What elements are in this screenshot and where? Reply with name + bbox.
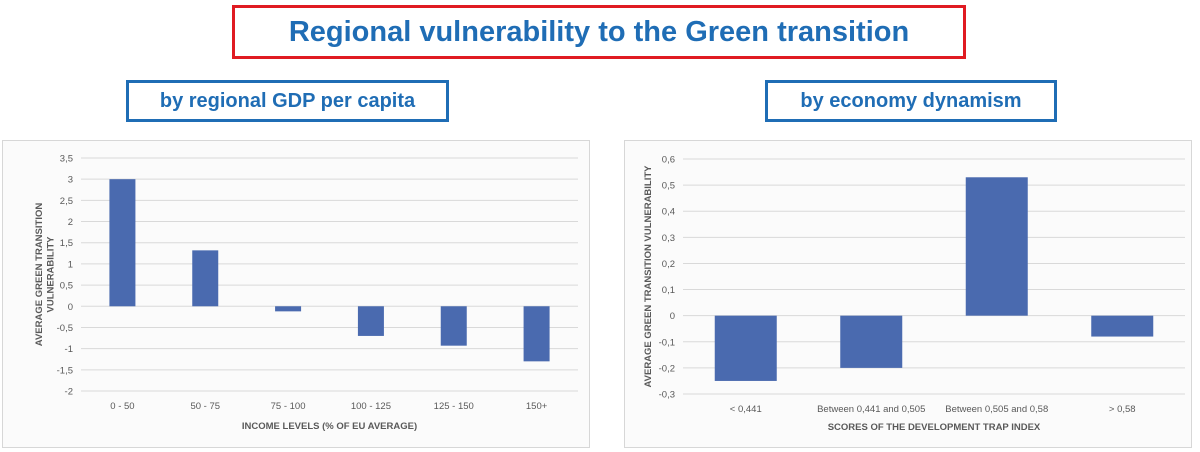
- y-tick-label: 0,5: [60, 281, 73, 292]
- bar: [357, 306, 384, 336]
- y-tick-label: -2: [65, 387, 73, 398]
- x-tick-label: Between 0,441 and 0,505: [817, 404, 925, 415]
- x-tick-label: 75 - 100: [271, 401, 306, 412]
- y-tick-label: 0,1: [662, 285, 675, 296]
- subtitle-gdp: by regional GDP per capita: [126, 80, 449, 122]
- y-tick-label: -1,5: [57, 365, 73, 376]
- x-tick-label: 150+: [526, 401, 548, 412]
- x-tick-label: Between 0,505 and 0,58: [945, 404, 1048, 415]
- y-tick-label: 0,5: [662, 181, 675, 192]
- bar: [275, 306, 302, 312]
- bar: [523, 306, 550, 362]
- x-tick-label: 50 - 75: [190, 401, 220, 412]
- y-tick-label: -0,2: [659, 363, 675, 374]
- x-tick-label: < 0,441: [730, 404, 762, 415]
- x-tick-label: > 0,58: [1109, 404, 1136, 415]
- y-tick-label: -1: [65, 344, 73, 355]
- y-tick-label: 0: [68, 302, 73, 313]
- y-tick-label: 1: [68, 259, 73, 270]
- y-tick-label: 0,2: [662, 259, 675, 270]
- x-tick-label: 100 - 125: [351, 401, 391, 412]
- bar: [840, 315, 903, 368]
- y-tick-label: 0,6: [662, 155, 675, 166]
- x-tick-label: 125 - 150: [434, 401, 474, 412]
- x-axis-title: INCOME LEVELS (% OF EU AVERAGE): [242, 421, 417, 432]
- y-tick-label: 3,5: [60, 154, 73, 165]
- chart-gdp: -2 -1,5 -1 -0,5 0 0,5 1 1,5 2 2,5 3 3,5 0 - 50 50 - 7…: [34, 154, 578, 432]
- y-tick-label: -0,5: [57, 323, 73, 334]
- bar: [192, 250, 219, 307]
- x-axis-title: SCORES OF THE DEVELOPMENT TRAP INDEX: [828, 422, 1041, 433]
- bar: [1091, 315, 1154, 337]
- y-tick-label: 0,4: [662, 207, 675, 218]
- y-axis-title: AVERAGE GREEN TRANSITION VULNERABILITY: [643, 165, 654, 388]
- y-tick-label: -0,3: [659, 390, 675, 401]
- main-title: Regional vulnerability to the Green tran…: [232, 5, 966, 59]
- y-tick-label: 0: [670, 311, 675, 322]
- y-axis-title: AVERAGE GREEN TRANSITIONVULNERABILITY: [34, 203, 56, 347]
- bar: [714, 315, 777, 381]
- chart-panel-gdp: -2 -1,5 -1 -0,5 0 0,5 1 1,5 2 2,5 3 3,5 0 - 50 50 - 7…: [2, 140, 590, 448]
- x-tick-label: 0 - 50: [110, 401, 134, 412]
- bar: [109, 179, 136, 307]
- chart-dynamism: -0,3 -0,2 -0,1 0 0,1 0,2 0,3 0,4 0,5 0,6 < 0,441 Be…: [643, 155, 1185, 433]
- y-tick-label: 0,3: [662, 233, 675, 244]
- y-tick-label: 3: [68, 175, 73, 186]
- subtitle-dynamism: by economy dynamism: [765, 80, 1057, 122]
- bar: [965, 177, 1028, 316]
- y-tick-label: 2,5: [60, 196, 73, 207]
- y-tick-label: -0,1: [659, 337, 675, 348]
- y-tick-label: 1,5: [60, 238, 73, 249]
- bar: [440, 306, 467, 346]
- chart-panel-dynamism: -0,3 -0,2 -0,1 0 0,1 0,2 0,3 0,4 0,5 0,6 < 0,441 Be…: [624, 140, 1192, 448]
- y-tick-label: 2: [68, 217, 73, 228]
